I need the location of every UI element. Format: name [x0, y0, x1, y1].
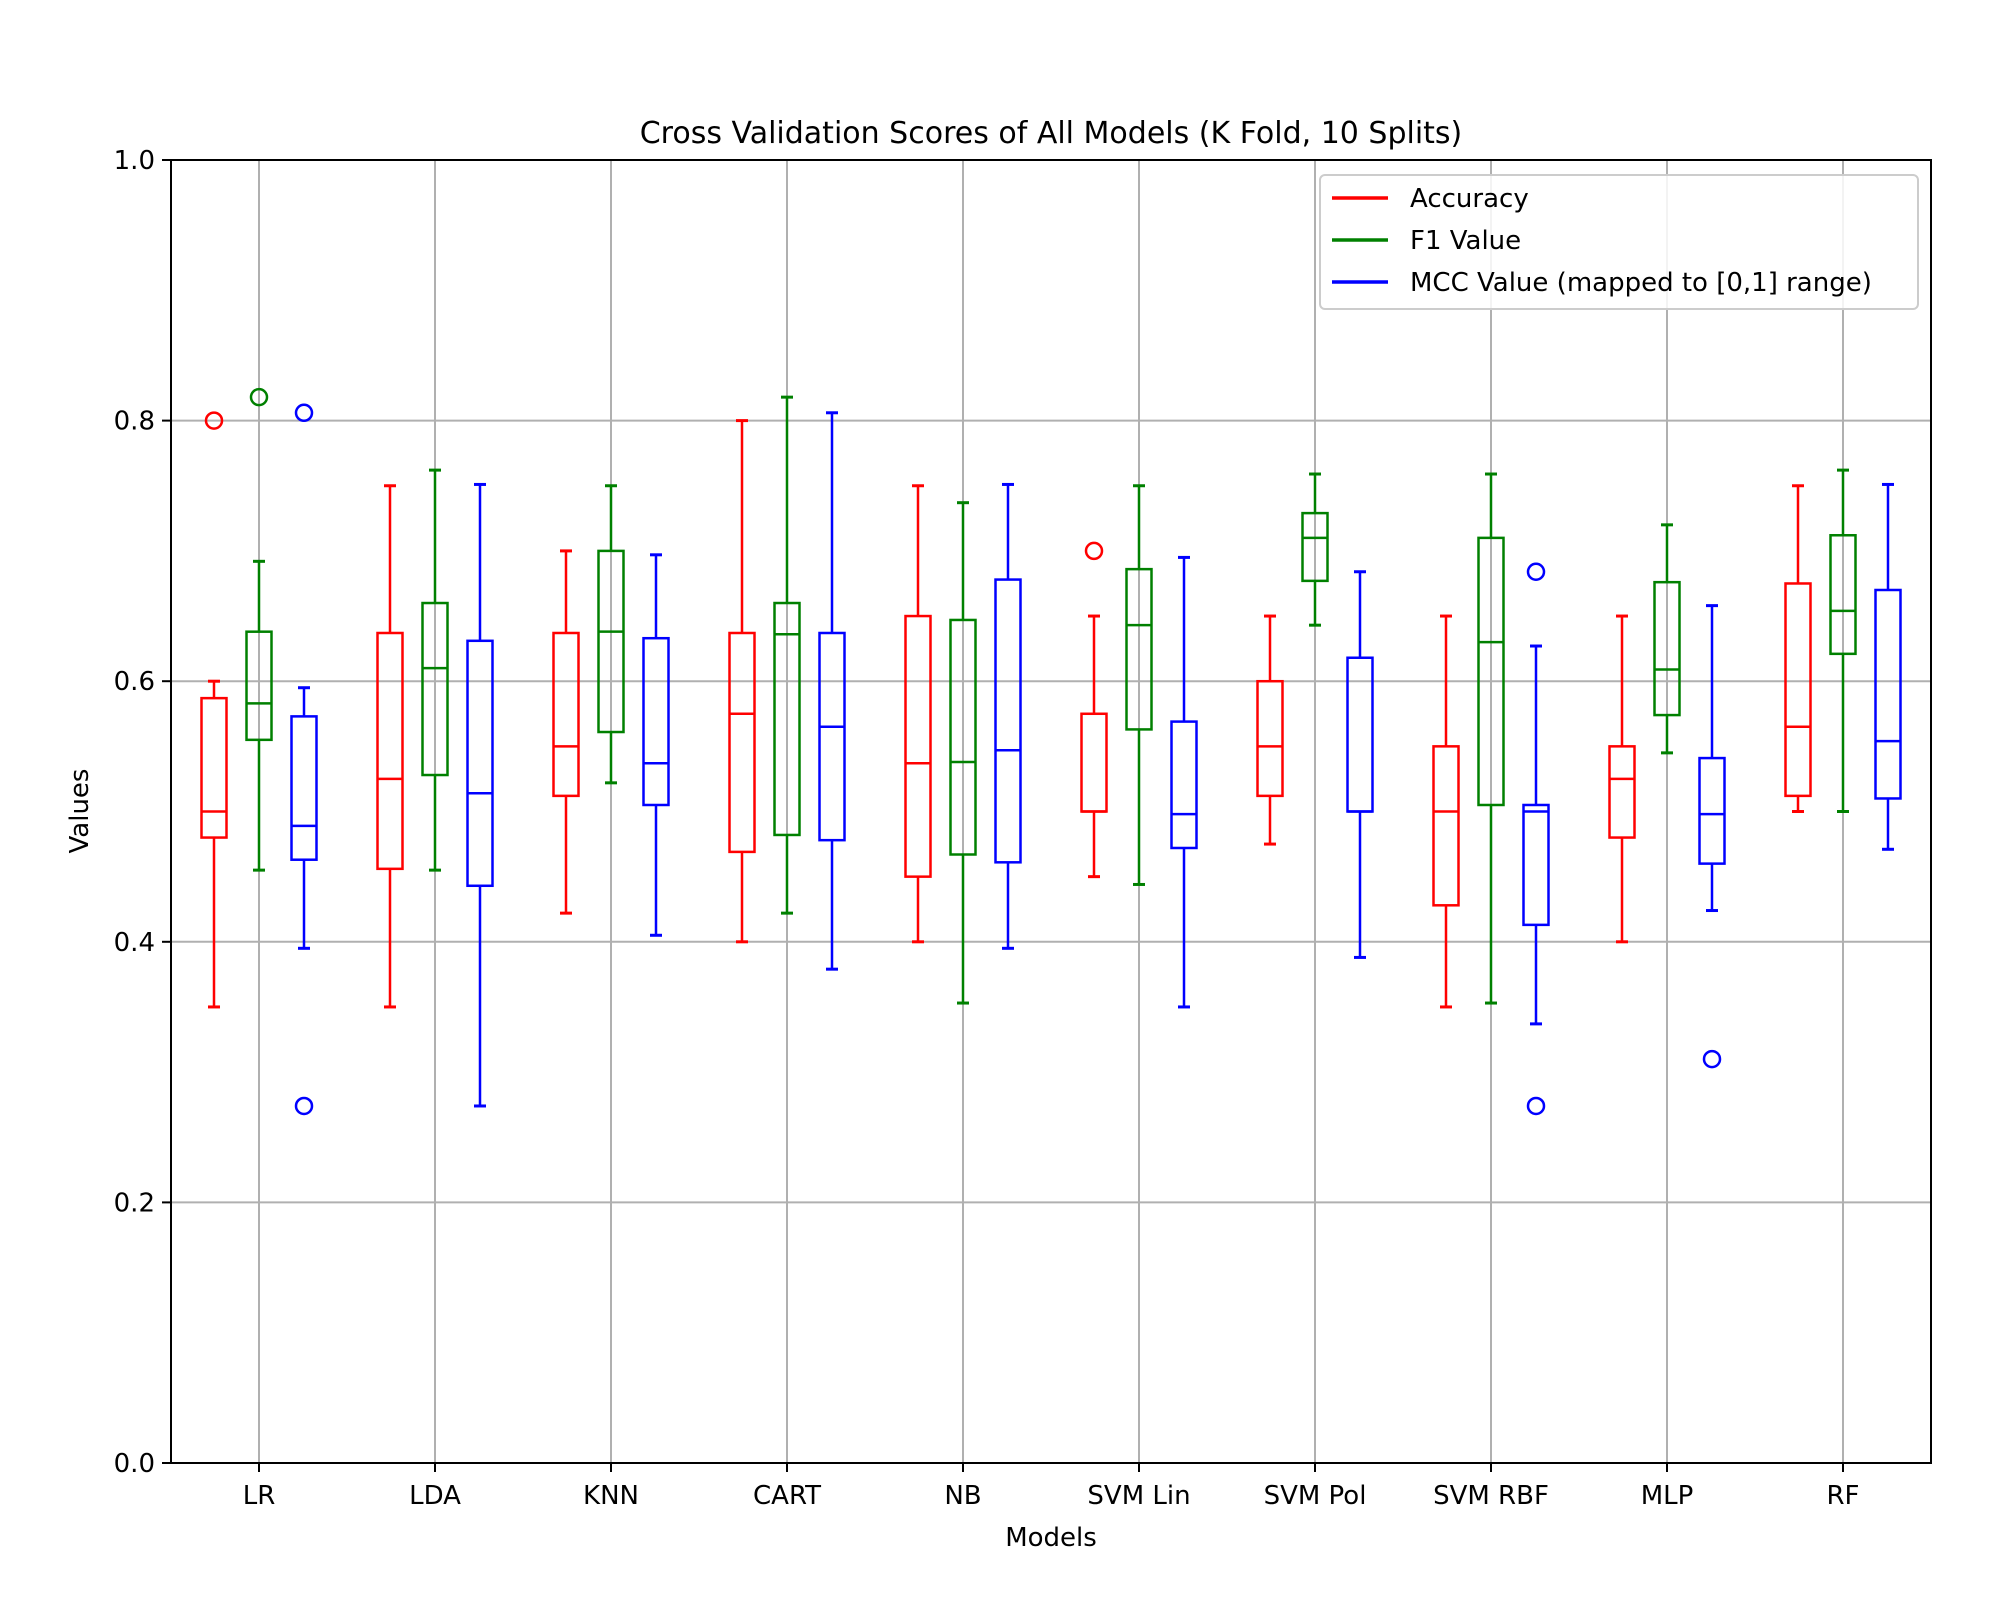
box-svm-pol — [1256, 614, 1284, 846]
box-rf — [1874, 482, 1902, 851]
x-tick-label: SVM RBF — [1433, 1481, 1549, 1511]
iqr-box — [290, 715, 318, 861]
outlier-point — [1702, 1049, 1722, 1069]
iqr-box — [200, 696, 228, 839]
iqr-box — [421, 601, 449, 777]
box-lda — [376, 484, 404, 1009]
iqr-box — [1125, 567, 1153, 731]
series-0 — [200, 411, 1812, 1009]
legend-label-f1: F1 Value — [1410, 226, 1521, 256]
iqr-box — [1301, 511, 1329, 583]
iqr-box — [1698, 756, 1726, 865]
outlier-point — [1526, 562, 1546, 581]
outlier-point — [294, 403, 314, 423]
outlier-point — [1084, 541, 1104, 561]
iqr-box — [1829, 534, 1857, 656]
box-svm-pol — [1346, 570, 1374, 959]
box-svm-lin — [1170, 555, 1198, 1009]
grid-lines — [171, 159, 1931, 1464]
box-lda — [466, 482, 494, 1108]
iqr-box — [994, 578, 1022, 864]
box-series — [200, 387, 1902, 1116]
box-svm-lin — [1125, 484, 1153, 886]
iqr-box — [773, 601, 801, 837]
outlier-point — [1526, 1096, 1546, 1116]
x-tick-label: CART — [753, 1481, 821, 1511]
box-rf — [1784, 484, 1812, 813]
box-svm-rbf — [1432, 614, 1460, 1009]
iqr-box — [904, 614, 932, 878]
iqr-box — [597, 549, 625, 734]
x-tick-label: LR — [243, 1481, 276, 1511]
iqr-box — [1522, 803, 1550, 927]
box-nb — [949, 501, 977, 1005]
x-tick-label: RF — [1826, 1481, 1859, 1511]
box-cart — [773, 395, 801, 915]
x-tick-label: SVM Lin — [1087, 1481, 1190, 1511]
iqr-box — [466, 639, 494, 888]
legend-frame — [1319, 174, 1919, 310]
y-axis-label: Values — [65, 769, 95, 854]
box-cart — [818, 411, 846, 971]
box-svm-lin — [1080, 541, 1108, 879]
iqr-box — [1653, 580, 1681, 717]
iqr-box — [1874, 588, 1902, 800]
outlier-point — [249, 387, 269, 407]
box-mlp — [1653, 523, 1681, 755]
outlier-point — [294, 1096, 314, 1116]
chart-title: Cross Validation Scores of All Models (K… — [640, 116, 1463, 151]
y-tick-label: 0.2 — [114, 1188, 155, 1218]
box-svm-rbf — [1522, 562, 1550, 1116]
iqr-box — [1170, 720, 1198, 850]
box-rf — [1829, 468, 1857, 813]
box-knn — [642, 553, 670, 937]
series-2 — [290, 403, 1902, 1116]
x-axis-label: Models — [1005, 1523, 1097, 1553]
legend-label-mcc: MCC Value (mapped to [0,1] range) — [1410, 268, 1872, 298]
box-lda — [421, 468, 449, 872]
y-tick-label: 1.0 — [114, 146, 155, 176]
iqr-box — [728, 631, 756, 854]
outlier-point — [204, 411, 224, 430]
legend: Accuracy F1 Value MCC Value (mapped to [… — [1319, 174, 1919, 310]
box-knn — [552, 549, 580, 915]
y-tick-label: 0.8 — [114, 407, 155, 437]
box-lr — [245, 387, 273, 872]
iqr-box — [376, 631, 404, 871]
iqr-box — [818, 631, 846, 842]
x-tick-label: KNN — [583, 1481, 639, 1511]
box-nb — [904, 484, 932, 944]
y-tick-label: 0.0 — [114, 1449, 155, 1479]
iqr-box — [642, 636, 670, 807]
y-tick-label: 0.4 — [114, 928, 155, 958]
iqr-box — [245, 630, 273, 742]
iqr-box — [1784, 582, 1812, 798]
x-tick-label: MLP — [1641, 1481, 1694, 1511]
box-nb — [994, 482, 1022, 950]
iqr-box — [1432, 745, 1460, 907]
x-tick-label: NB — [944, 1481, 981, 1511]
iqr-box — [552, 631, 580, 798]
box-svm-rbf — [1477, 472, 1505, 1005]
legend-label-accuracy: Accuracy — [1410, 184, 1529, 214]
series-1 — [245, 387, 1857, 1005]
x-tick-label: LDA — [409, 1481, 461, 1511]
box-mlp — [1608, 614, 1636, 944]
iqr-box — [949, 618, 977, 856]
box-mlp — [1698, 604, 1726, 1069]
iqr-box — [1477, 536, 1505, 807]
box-cart — [728, 419, 756, 944]
x-tick-label: SVM Pol — [1264, 1481, 1367, 1511]
box-knn — [597, 484, 625, 785]
axes: 0.0 0.2 0.4 0.6 0.8 1.0 LR LDA KNN CART NB SVM Lin S… — [114, 146, 1860, 1511]
box-svm-pol — [1301, 472, 1329, 627]
box-lr — [200, 411, 228, 1009]
iqr-box — [1256, 679, 1284, 798]
iqr-box — [1608, 745, 1636, 839]
box-lr — [290, 403, 318, 1116]
plot-frame — [170, 159, 1932, 1464]
y-tick-label: 0.6 — [114, 667, 155, 697]
